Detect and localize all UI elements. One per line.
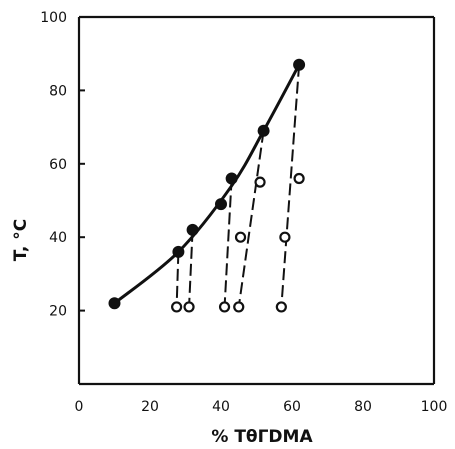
filled-data-point [215,198,227,211]
y-tick-label: 20 [49,304,67,320]
open-data-point [183,301,195,313]
y-axis-title: T, °C [11,219,31,262]
y-tick-label: 100 [40,10,67,26]
open-data-point [279,231,291,243]
y-tick-label: 80 [49,83,67,99]
dashed-connector [188,229,194,307]
filled-data-point [172,245,185,258]
dashed-lines [175,64,301,308]
x-tick-label: 80 [354,399,372,415]
filled-data-point [108,297,121,310]
dashed-connector [237,130,265,308]
y-tick-label: 60 [49,157,67,173]
y-axis: 20 40 60 80 100 [40,10,85,320]
x-tick-label: 20 [141,399,159,415]
x-tick-label: 100 [421,399,448,415]
open-data-point [275,301,287,313]
x-tick-label: 60 [283,399,301,415]
dashed-connector [223,178,233,307]
x-axis-title: % TθΓDMA [211,427,313,447]
open-data-point [233,301,245,313]
open-data-point [293,172,305,185]
filled-data-point [225,172,238,185]
filled-data-point [257,124,270,137]
filled-data-point [293,58,306,71]
dashed-connector [280,64,301,308]
fit-curve [113,63,301,305]
open-data-point [254,176,266,188]
y-tick-label: 40 [49,230,67,246]
filled-data-point [186,223,199,236]
dashed-connector [175,251,180,307]
x-axis: 0 20 40 60 80 100 [75,399,448,415]
markers [108,58,306,313]
open-data-point [218,301,231,313]
open-data-point [234,231,247,243]
plot-frame [77,15,436,386]
x-tick-label: 40 [212,399,230,415]
x-tick-label: 0 [75,399,84,415]
open-data-point [171,301,183,313]
